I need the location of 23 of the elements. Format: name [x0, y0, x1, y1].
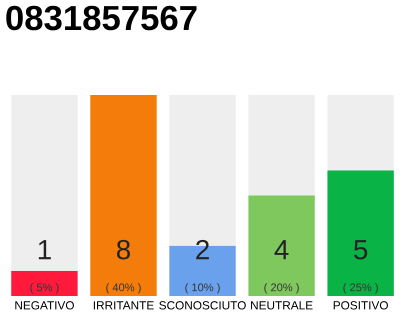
x-tick-label: NEUTRALE	[251, 301, 313, 310]
x-tick-label: SCONOSCIUTO	[159, 301, 246, 310]
x-tick-label: IRRITANTE	[94, 301, 154, 310]
annotation: ( 10% )	[185, 283, 220, 294]
annotation: ( 20% )	[264, 283, 299, 294]
data-label: 2	[196, 240, 209, 260]
x-tick-label: POSITIVO	[334, 301, 388, 310]
bar	[327, 170, 394, 296]
bar	[11, 270, 78, 296]
bar	[90, 95, 157, 296]
data-label: 8	[116, 240, 130, 260]
data-label: 5	[354, 240, 368, 260]
annotation: ( 40% )	[106, 283, 141, 294]
data-label: 1	[38, 240, 51, 260]
data-label: 4	[274, 240, 288, 260]
bar	[327, 95, 394, 170]
x-tick-label: NEGATIVO	[15, 301, 74, 310]
bar	[248, 95, 315, 196]
bar	[248, 196, 315, 296]
chart-title: 0831857567	[6, 6, 196, 30]
annotation: ( 5% )	[30, 283, 59, 294]
annotation: ( 25% )	[343, 283, 378, 294]
bar	[11, 95, 78, 271]
